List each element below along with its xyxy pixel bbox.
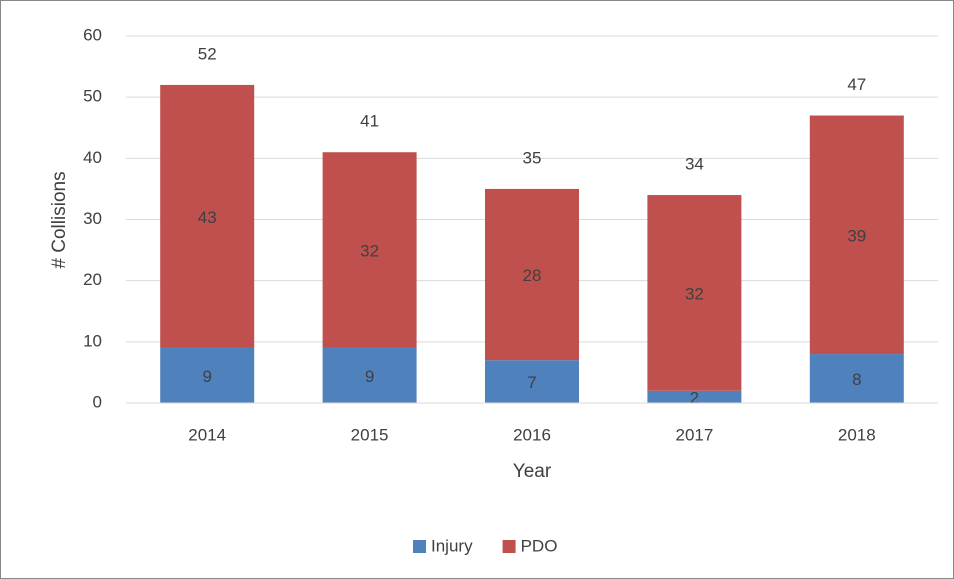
- y-tick-label: 30: [83, 209, 102, 228]
- bar-segment: [485, 188, 579, 361]
- x-tick-label: 2015: [351, 425, 389, 444]
- data-label: 32: [360, 242, 379, 261]
- total-label: 35: [523, 148, 542, 167]
- y-tick-label: 60: [83, 25, 102, 44]
- data-label: 43: [198, 208, 217, 227]
- y-tick-label: 50: [83, 87, 102, 106]
- data-label: 9: [365, 367, 374, 386]
- data-label: 39: [847, 226, 866, 245]
- legend-swatch: [413, 540, 426, 553]
- y-axis-label: # Collisions: [49, 171, 70, 268]
- x-tick-label: 2016: [513, 425, 551, 444]
- bar-segment: [322, 152, 417, 348]
- total-label: 41: [360, 112, 379, 131]
- y-tick-label: 20: [83, 270, 102, 289]
- x-tick-label: 2018: [838, 425, 876, 444]
- y-tick-label: 40: [83, 148, 102, 167]
- total-label: 52: [198, 44, 217, 63]
- y-tick-label: 10: [83, 331, 102, 350]
- total-label: 34: [685, 155, 704, 174]
- data-label: 28: [523, 266, 542, 285]
- bar-segment: [809, 115, 904, 355]
- total-label: 47: [847, 75, 866, 94]
- x-tick-label: 2014: [188, 425, 226, 444]
- data-label: 7: [527, 373, 536, 392]
- legend-label: PDO: [521, 536, 558, 555]
- data-label: 8: [852, 370, 861, 389]
- data-label: 9: [202, 367, 211, 386]
- x-tick-label: 2017: [675, 425, 713, 444]
- bar-segment: [160, 84, 255, 348]
- y-tick-label: 0: [93, 392, 102, 411]
- bar-segment: [160, 347, 255, 403]
- bar-segment: [809, 354, 904, 403]
- legend-label: Injury: [431, 536, 473, 555]
- bar-segment: [647, 390, 742, 403]
- bar-segment: [322, 347, 417, 403]
- legend-swatch: [502, 540, 516, 553]
- bar-segment: [485, 360, 579, 403]
- bar-segment: [647, 195, 742, 391]
- x-axis-label: Year: [513, 461, 552, 482]
- data-label: 32: [685, 284, 704, 303]
- data-label: 2: [690, 388, 699, 407]
